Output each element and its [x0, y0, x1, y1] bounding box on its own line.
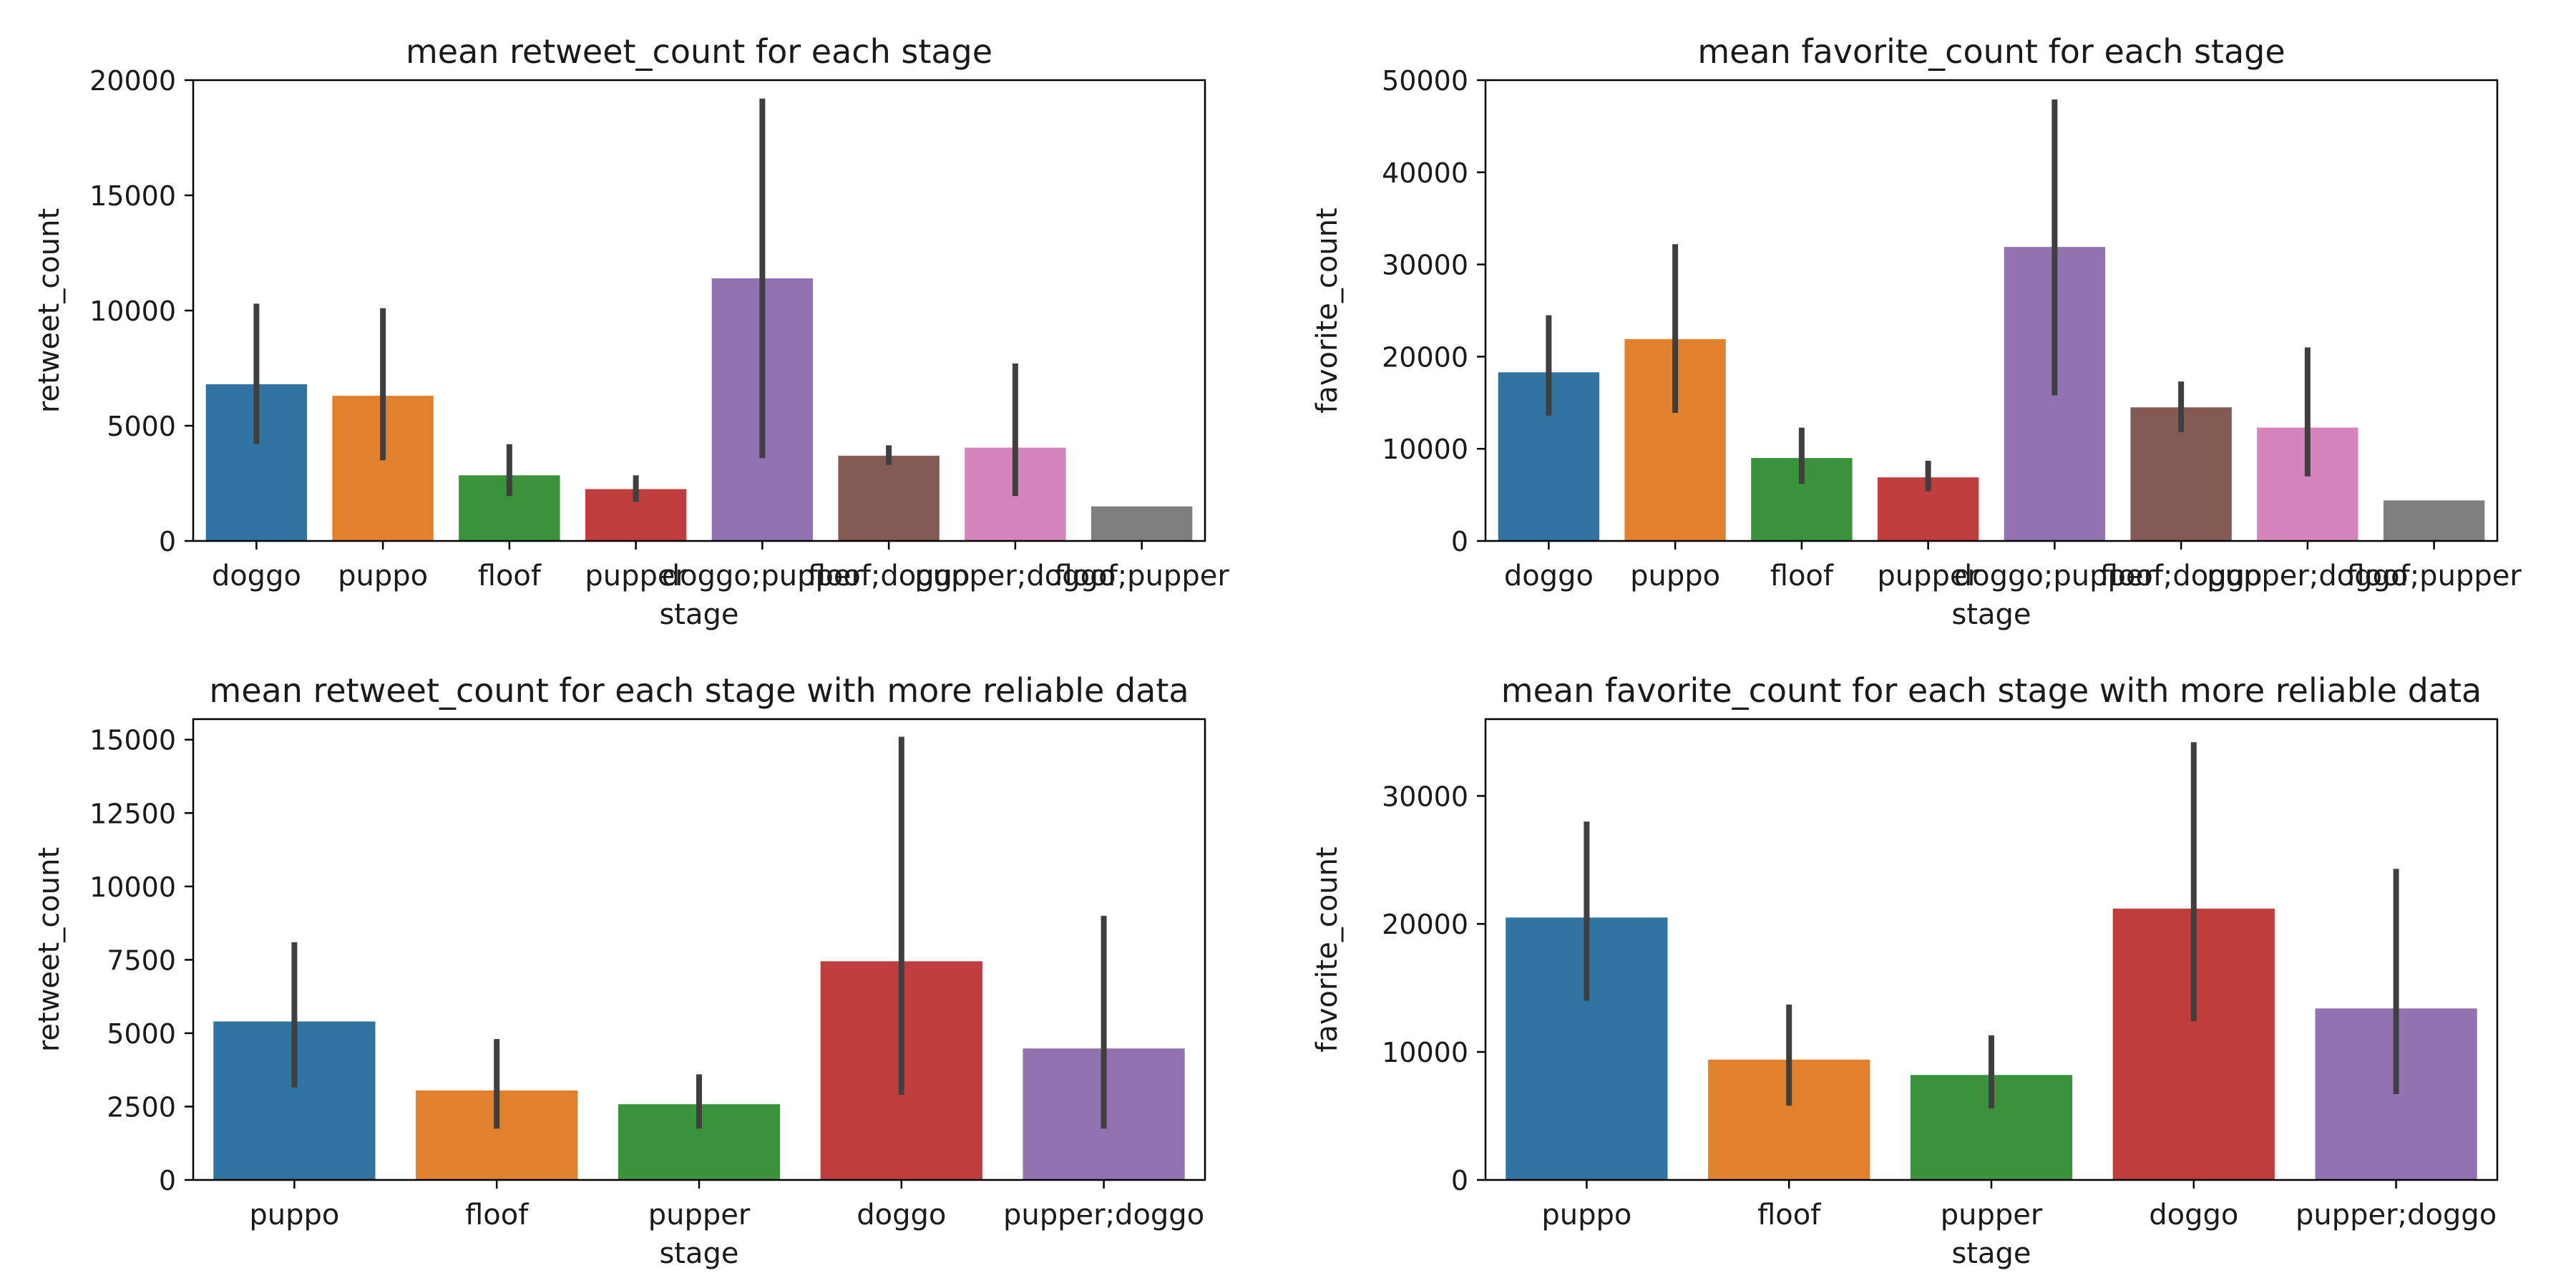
y-tick-label: 20000	[89, 65, 176, 97]
x-tick-label: pupper;doggo	[2207, 560, 2408, 592]
x-tick-label: doggo	[2149, 1199, 2238, 1231]
x-axis-label: stage	[659, 598, 738, 631]
plot-area: 0 10000 20000 30000 puppo floof pupper doggo pup…	[1382, 718, 2499, 1231]
y-tick-label: 15000	[89, 180, 176, 212]
x-tick-label: doggo	[212, 560, 301, 592]
y-tick-label: 5000	[107, 1018, 176, 1050]
x-tick-label: floof;pupper	[1054, 560, 1229, 592]
bar-floof-pupper	[1091, 506, 1193, 541]
plot-area: 0 2500 5000 7500 10000 12500 15000 puppo floof pu…	[89, 718, 1206, 1231]
x-tick-label: doggo;pupper	[1954, 560, 2156, 592]
chart-favorite-reliable: mean favorite_count for each stage with …	[1311, 671, 2499, 1270]
y-tick-label: 7500	[107, 945, 176, 976]
y-tick-label: 0	[159, 1165, 176, 1196]
x-axis-label: stage	[1951, 1237, 2031, 1270]
x-tick-label: floof	[1757, 1199, 1821, 1231]
plot-area: 0 10000 20000 30000 40000 50000 doggo puppo floo…	[1382, 65, 2522, 592]
y-tick-label: 10000	[89, 872, 176, 903]
x-tick-label: pupper	[1877, 560, 1979, 592]
y-tick-label: 50000	[1382, 65, 1468, 97]
y-tick-label: 2500	[107, 1091, 176, 1123]
x-tick-label: pupper;doggo	[914, 560, 1116, 592]
x-tick-label: pupper	[1941, 1199, 2043, 1231]
y-tick-label: 0	[1451, 526, 1468, 557]
y-tick-label: 30000	[1382, 250, 1468, 281]
y-tick-label: 20000	[1382, 909, 1468, 940]
y-tick-label: 20000	[1382, 341, 1468, 373]
chart-title: mean favorite_count for each stage	[1697, 32, 2285, 71]
y-axis-label: favorite_count	[1311, 847, 1344, 1052]
y-tick-label: 0	[1451, 1165, 1468, 1196]
x-tick-label: doggo;pupper	[662, 560, 864, 592]
x-tick-label: floof	[478, 560, 542, 592]
y-tick-label: 10000	[1382, 434, 1468, 465]
y-tick-label: 12500	[89, 798, 176, 829]
x-tick-label: floof	[1770, 560, 1834, 592]
x-tick-label: puppo	[249, 1199, 339, 1231]
x-tick-label: puppo	[1541, 1199, 1631, 1231]
x-tick-label: doggo	[1504, 560, 1594, 592]
chart-title: mean favorite_count for each stage with …	[1501, 671, 2482, 710]
x-tick-label: doggo	[857, 1199, 946, 1231]
x-tick-label: puppo	[338, 560, 428, 592]
x-tick-label: pupper;doggo	[2296, 1199, 2497, 1231]
chart-favorite-all: mean favorite_count for each stage 0 1000…	[1311, 32, 2522, 631]
x-tick-label: pupper	[648, 1199, 751, 1231]
y-tick-label: 40000	[1382, 157, 1468, 189]
plot-area: 0 5000 10000 15000 20000 doggo puppo floof puppe…	[89, 65, 1229, 592]
y-tick-label: 10000	[89, 296, 176, 327]
y-tick-label: 10000	[1382, 1037, 1468, 1068]
y-tick-label: 15000	[89, 725, 176, 756]
y-axis-label: retweet_count	[33, 847, 66, 1052]
bar-floof-pupper	[2383, 500, 2485, 541]
x-tick-label: pupper	[585, 560, 687, 592]
chart-title: mean retweet_count for each stage	[406, 32, 992, 71]
bar-floof-doggo	[838, 455, 940, 541]
x-tick-label: floof;doggo	[2100, 560, 2263, 592]
axes-frame	[1484, 79, 2499, 542]
x-tick-label: pupper;doggo	[1003, 1199, 1204, 1231]
x-tick-label: floof;pupper	[2346, 560, 2522, 592]
y-tick-label: 30000	[1382, 781, 1468, 812]
x-tick-label: floof	[465, 1199, 529, 1231]
y-tick-label: 5000	[107, 411, 176, 442]
x-axis-label: stage	[1951, 598, 2031, 631]
chart-title: mean retweet_count for each stage with m…	[209, 671, 1189, 710]
y-axis-label: retweet_count	[33, 208, 66, 413]
chart-retweet-reliable: mean retweet_count for each stage with m…	[33, 671, 1206, 1270]
y-axis-label: favorite_count	[1311, 208, 1344, 413]
chart-retweet-all: mean retweet_count for each stage 0 5000 1…	[33, 32, 1229, 631]
x-tick-label: puppo	[1630, 560, 1720, 592]
x-axis-label: stage	[659, 1237, 738, 1270]
x-tick-label: floof;doggo	[808, 560, 970, 592]
y-tick-label: 0	[159, 526, 176, 557]
